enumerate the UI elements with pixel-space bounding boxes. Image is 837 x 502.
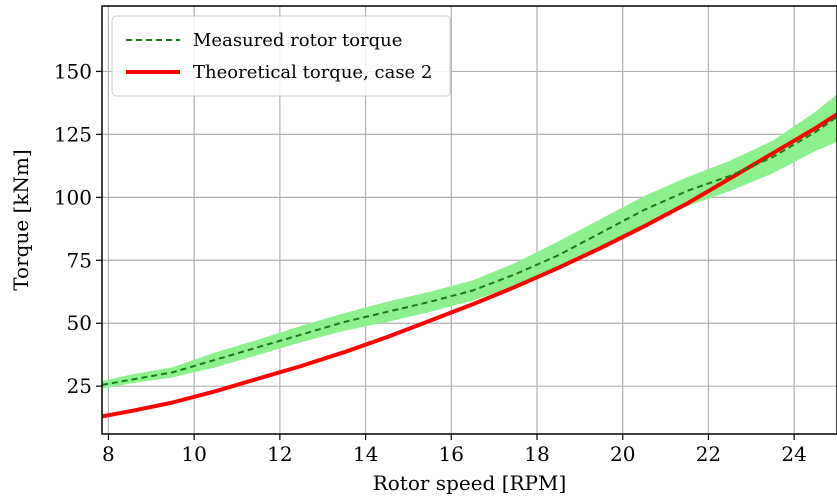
y-tick-label: 150 [54,59,92,83]
x-tick-label: 12 [267,442,292,466]
x-axis-ticks: 8 10 12 14 16 18 20 22 24 [102,434,807,466]
y-axis-ticks: 25 50 75 100 125 150 [54,59,102,398]
measured-torque-band [102,94,837,389]
y-tick-label: 50 [67,311,92,335]
y-axis-label: Torque [kNm] [9,149,33,290]
y-tick-label: 125 [54,122,92,146]
x-tick-label: 18 [524,442,549,466]
legend-label-theoretical: Theoretical torque, case 2 [193,62,432,83]
y-tick-label: 100 [54,185,92,209]
x-tick-label: 14 [353,442,378,466]
measured-torque-line [101,115,837,386]
legend: Measured rotor torque Theoretical torque… [111,15,451,97]
x-tick-label: 16 [439,442,464,466]
y-tick-label: 25 [67,374,92,398]
legend-label-measured: Measured rotor torque [193,30,402,51]
grid [102,6,837,434]
legend-box [111,15,451,97]
plot-frame [101,5,837,435]
y-tick-label: 75 [67,248,92,272]
x-tick-label: 8 [102,442,115,466]
x-tick-label: 22 [696,442,721,466]
x-tick-label: 20 [610,442,635,466]
lines-layer [101,112,837,419]
band-layer [102,94,837,389]
x-tick-label: 24 [781,442,806,466]
x-tick-label: 10 [181,442,206,466]
theoretical-torque-line [101,112,837,419]
x-axis-label: Rotor speed [RPM] [373,471,567,495]
